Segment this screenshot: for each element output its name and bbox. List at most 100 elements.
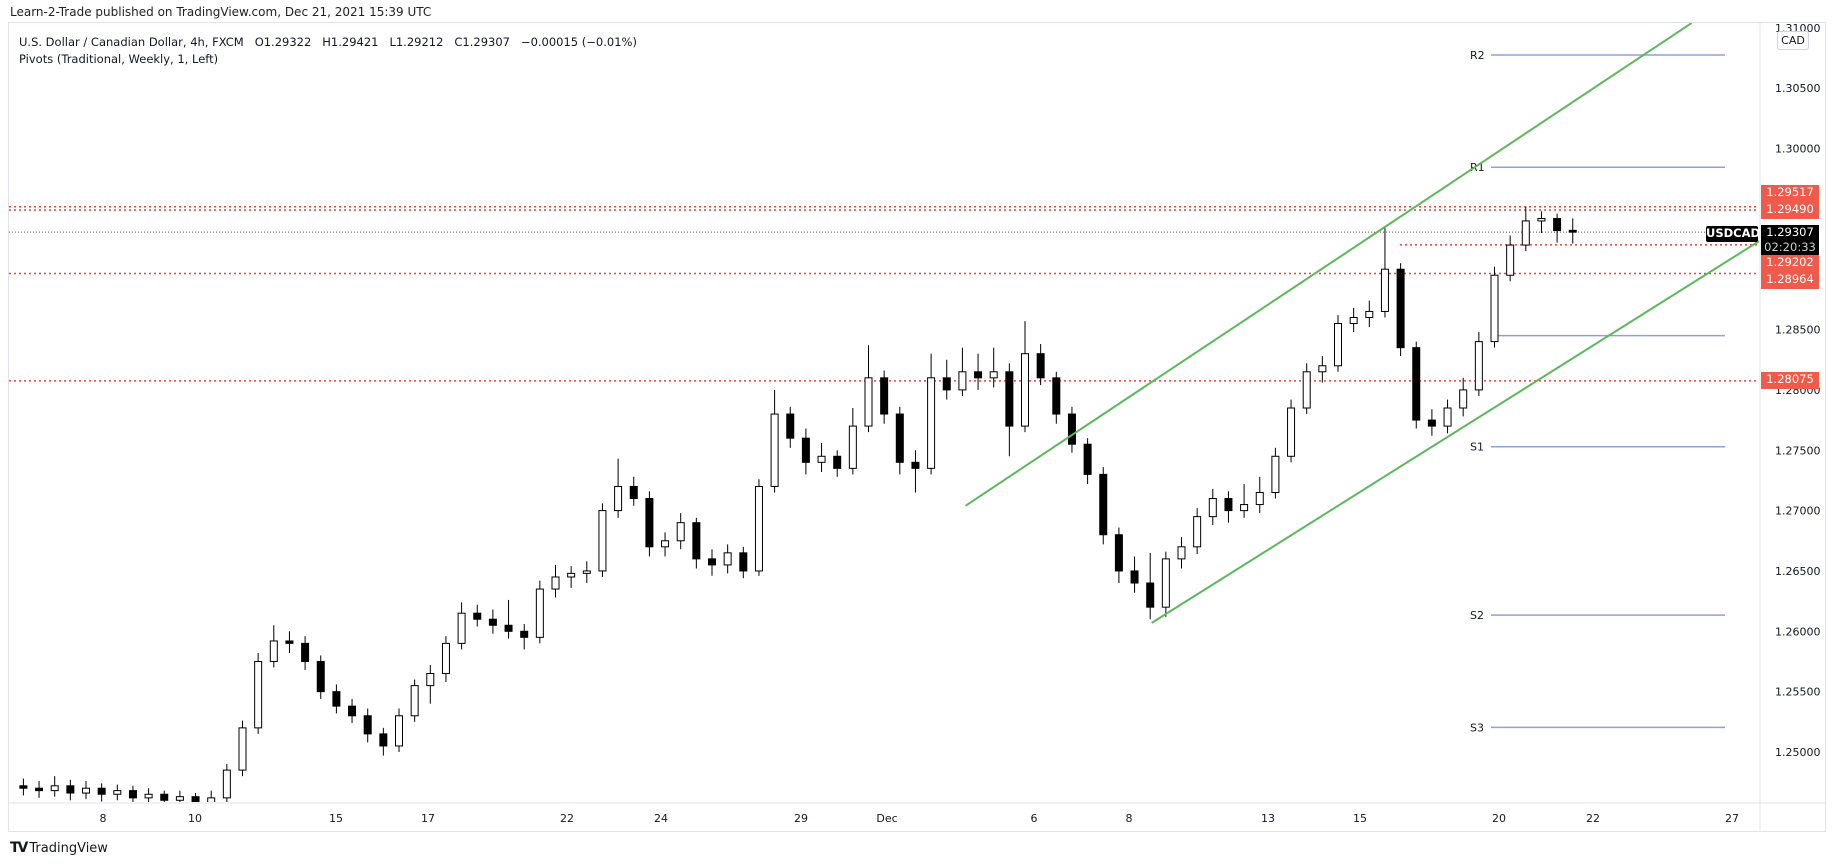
candle-body	[363, 715, 372, 735]
candle-body	[1349, 316, 1358, 325]
candle-body	[1506, 244, 1515, 276]
candle	[473, 604, 482, 627]
candle	[1365, 300, 1374, 328]
candle	[708, 549, 716, 576]
candle-body	[222, 769, 231, 799]
candle	[82, 780, 90, 800]
candle-body	[582, 570, 591, 574]
candle-body	[269, 640, 278, 662]
candle-body	[1427, 419, 1436, 427]
candle	[1177, 537, 1186, 569]
level-price-tag: 1.28964	[1761, 272, 1819, 289]
candle	[269, 625, 278, 668]
time-tick-label: 17	[421, 812, 435, 825]
time-tick-label: 10	[188, 812, 202, 825]
symbol-title: U.S. Dollar / Canadian Dollar, 4h, FXCM	[19, 35, 244, 49]
candle-body	[1380, 268, 1389, 312]
candle	[488, 609, 497, 634]
candle-body	[1255, 491, 1264, 506]
candle	[1302, 363, 1311, 415]
candle-body	[504, 624, 513, 632]
trendline-channel-upper[interactable]	[964, 23, 1693, 507]
candle	[1443, 399, 1452, 434]
candle-body	[488, 618, 497, 626]
candle-body	[1099, 473, 1108, 536]
candle-body	[676, 522, 685, 542]
tradingview-logo[interactable]: TV TradingView	[10, 840, 108, 856]
candle	[1099, 467, 1108, 545]
candle	[1208, 488, 1217, 526]
candle	[35, 780, 44, 798]
candle	[19, 778, 28, 796]
change-value: −0.00015 (−0.01%)	[520, 35, 637, 49]
candle	[911, 450, 920, 493]
candle	[927, 353, 936, 475]
candle	[770, 389, 779, 493]
time-axis[interactable]: 8 10 15 17 22 24 29 Dec 6 8 13 15 20 22 27	[100, 812, 1740, 825]
candle-body	[128, 790, 137, 799]
candle	[739, 546, 748, 579]
candle-body	[942, 377, 951, 391]
candle	[426, 665, 435, 704]
candle	[1459, 377, 1468, 417]
bar-countdown: 02:20:33	[1764, 240, 1816, 254]
published-caption: Learn-2-Trade published on TradingView.c…	[10, 5, 432, 19]
candle	[363, 708, 372, 743]
candle-body	[82, 787, 90, 794]
candle	[1287, 399, 1296, 463]
candle-body	[1161, 558, 1170, 608]
candle-body	[97, 787, 106, 795]
candle-body	[661, 540, 670, 548]
indicator-legend[interactable]: Pivots (Traditional, Weekly, 1, Left)	[19, 52, 219, 66]
trendline-channel-lower[interactable]	[1151, 240, 1761, 624]
level-price-tag: 1.29490	[1761, 202, 1819, 219]
candle-body	[301, 642, 310, 662]
candle-body	[833, 455, 842, 469]
candle	[817, 443, 826, 472]
candle-body	[770, 413, 779, 487]
time-tick-label: 15	[1353, 812, 1367, 825]
candle	[942, 359, 951, 400]
chart-pane[interactable]: R2 R1 S1 S2 S3	[9, 23, 1761, 810]
candle-body	[1474, 341, 1483, 391]
candle-body	[1302, 371, 1311, 409]
chart-legend: U.S. Dollar / Canadian Dollar, 4h, FXCM …	[19, 34, 637, 68]
candle	[332, 684, 341, 714]
candle	[1349, 307, 1358, 332]
brand-name: TradingView	[29, 840, 108, 856]
candle	[754, 479, 763, 576]
price-tick-label: 1.28500	[1775, 324, 1821, 337]
candle-body	[66, 785, 75, 794]
candle	[457, 602, 466, 650]
candle	[175, 790, 184, 802]
candle	[128, 785, 137, 802]
candle-body	[645, 498, 654, 548]
candle-body	[786, 413, 795, 439]
candle-body	[817, 455, 826, 463]
price-tick-label: 1.25000	[1775, 746, 1821, 759]
candle-body	[285, 640, 294, 644]
candle-body	[1005, 371, 1014, 427]
candle-body	[160, 793, 169, 801]
candle	[1161, 551, 1170, 617]
candle-body	[520, 630, 529, 638]
currency-label[interactable]: CAD	[1777, 31, 1809, 50]
candle	[504, 599, 513, 639]
candle-body	[974, 371, 983, 379]
candle-body	[895, 413, 904, 463]
candle	[222, 764, 231, 802]
level-price-tag: 1.29517	[1761, 185, 1819, 202]
candle	[1114, 527, 1123, 584]
candle-body	[1021, 353, 1029, 427]
pivot-label: S2	[1470, 609, 1484, 622]
price-axis[interactable]: 1.310001.305001.300001.285001.280001.275…	[1775, 22, 1821, 759]
candle	[661, 532, 670, 557]
price-tick-label: 1.25500	[1775, 686, 1821, 699]
pivot-label: S3	[1470, 721, 1484, 734]
candle-body	[19, 785, 28, 789]
candle-body	[629, 485, 638, 500]
candle	[1427, 409, 1436, 436]
candle-body	[1490, 274, 1499, 343]
candle	[1521, 206, 1530, 252]
